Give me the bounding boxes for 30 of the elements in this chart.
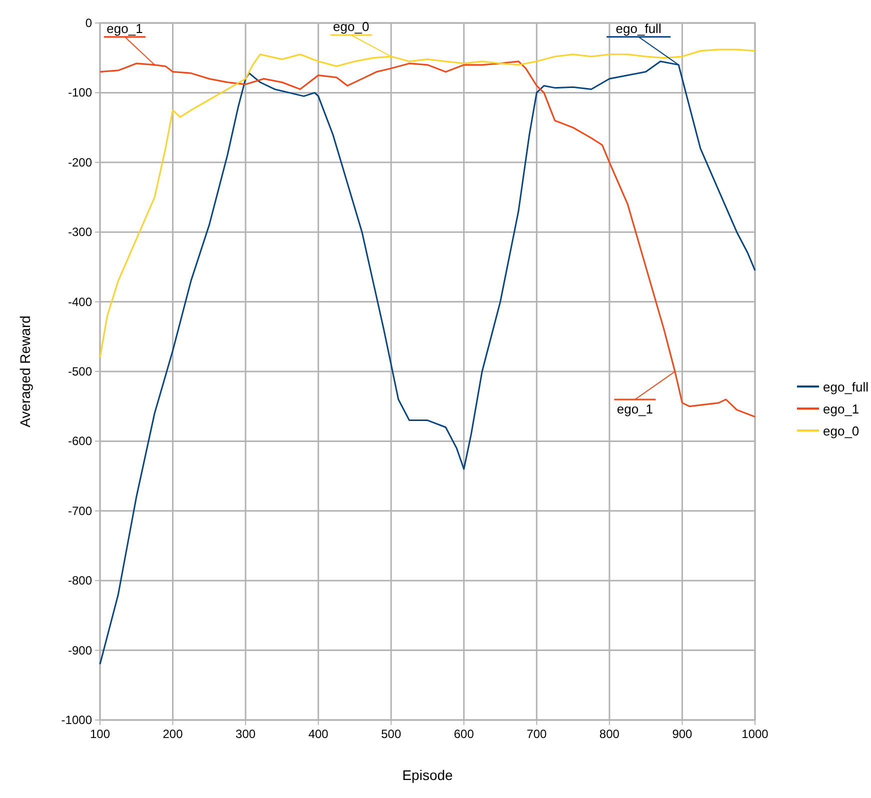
y-tick-label: -200 xyxy=(68,155,92,170)
annotation: ego_full xyxy=(616,20,662,36)
annotation: ego_0 xyxy=(333,19,370,34)
x-tick-label: 900 xyxy=(672,727,693,741)
y-tick-label: -800 xyxy=(68,574,92,588)
legend-label: ego_1 xyxy=(823,402,860,416)
y-axis-title: Averaged Reward xyxy=(17,316,33,428)
x-tick-label: 700 xyxy=(526,727,547,741)
x-tick-label: 500 xyxy=(381,727,402,741)
x-axis-title: Episode xyxy=(402,767,454,783)
y-tick-label: -500 xyxy=(68,364,92,378)
y-tick-label: -700 xyxy=(68,504,92,518)
x-tick-label: 600 xyxy=(454,727,474,741)
legend-label: ego_full xyxy=(823,380,869,394)
legend-label: ego_0 xyxy=(823,424,860,438)
y-tick-label: 0 xyxy=(85,16,92,30)
y-tick-label: -400 xyxy=(68,294,92,309)
x-tick-label: 1000 xyxy=(742,727,769,741)
x-tick-label: 200 xyxy=(162,727,184,741)
x-tick-label: 800 xyxy=(599,727,620,741)
y-tick-label: -900 xyxy=(68,643,92,658)
x-tick-label: 400 xyxy=(308,727,329,741)
y-tick-label: -300 xyxy=(68,225,92,240)
y-tick-label: -1000 xyxy=(61,713,92,727)
y-tick-label: -100 xyxy=(68,86,92,100)
x-tick-label: 100 xyxy=(90,727,110,741)
annotation: ego_1 xyxy=(616,402,654,416)
x-tick-label: 300 xyxy=(236,727,256,741)
annotation: ego_1 xyxy=(106,20,143,36)
y-tick-label: -600 xyxy=(68,434,92,448)
